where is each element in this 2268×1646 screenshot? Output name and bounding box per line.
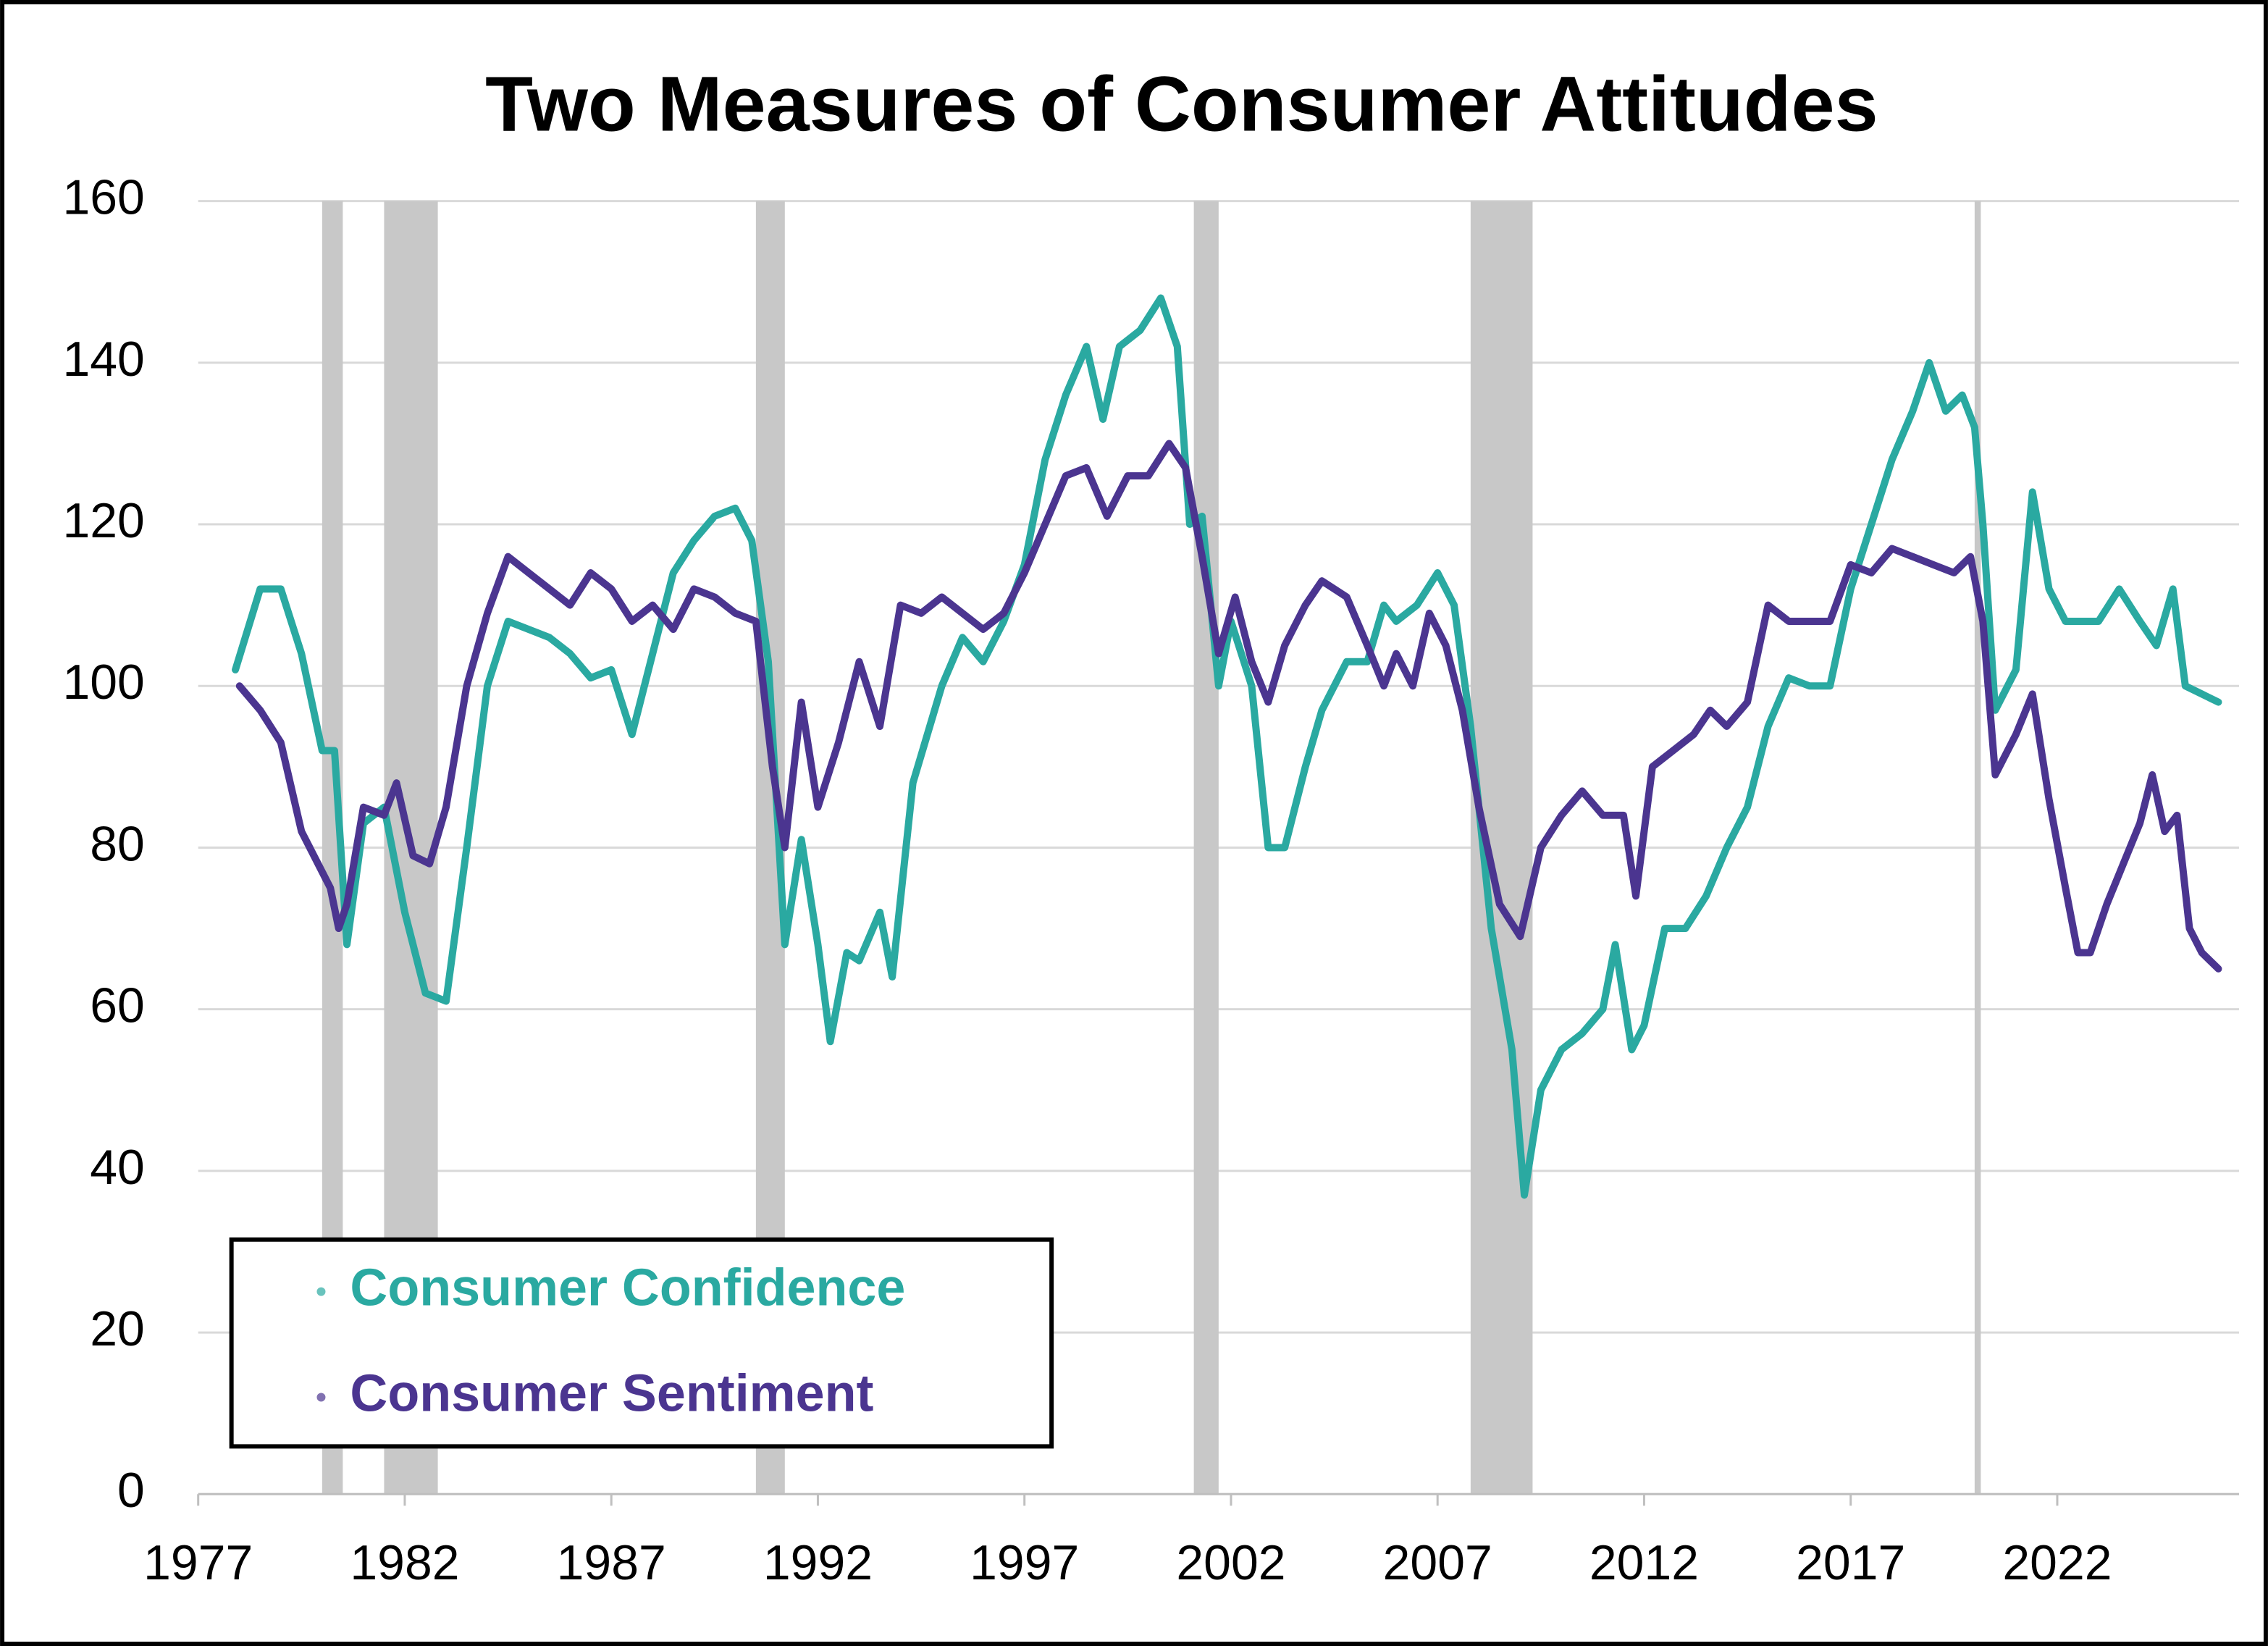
legend-box [229, 1237, 1054, 1449]
y-tick-label: 60 [90, 979, 145, 1033]
plot-foreground: 0 20 40 60 80 100 120 140 160 1977 1982 1987 1992 199… [62, 171, 2222, 1590]
recession-band [1974, 201, 1981, 1495]
y-tick-label: 120 [62, 494, 144, 548]
x-tick-label: 1997 [970, 1536, 1079, 1590]
x-tick-label: 2012 [1589, 1536, 1699, 1590]
x-tick-label: 1987 [557, 1536, 666, 1590]
x-tick-label: 2022 [2002, 1536, 2112, 1590]
y-tick-label: 40 [90, 1141, 145, 1195]
legend-label: Consumer Sentiment [350, 1364, 873, 1422]
x-tick-label: 2002 [1176, 1536, 1285, 1590]
x-tick-label: 1977 [143, 1536, 253, 1590]
legend-marker [316, 1287, 326, 1296]
x-tick-label: 2007 [1383, 1536, 1492, 1590]
y-tick-label: 160 [62, 171, 144, 225]
y-tick-label: 20 [90, 1302, 145, 1356]
legend-marker [316, 1393, 326, 1402]
x-tick-label: 1982 [350, 1536, 459, 1590]
y-tick-label: 80 [90, 817, 145, 871]
chart-title: Two Measures of Consumer Attitudes [485, 59, 1878, 147]
x-tick-label: 2017 [1796, 1536, 1905, 1590]
y-tick-label: 100 [62, 655, 144, 710]
plot-background [197, 200, 2239, 1506]
legend: Consumer Confidence Consumer Sentiment [229, 1237, 1054, 1449]
y-tick-label: 140 [62, 332, 144, 387]
series-line [235, 440, 2222, 973]
legend-label: Consumer Confidence [350, 1259, 905, 1317]
y-tick-label: 0 [117, 1464, 145, 1518]
recession-band [1193, 201, 1219, 1495]
series-line [232, 294, 2222, 1199]
x-tick-label: 1992 [763, 1536, 873, 1590]
